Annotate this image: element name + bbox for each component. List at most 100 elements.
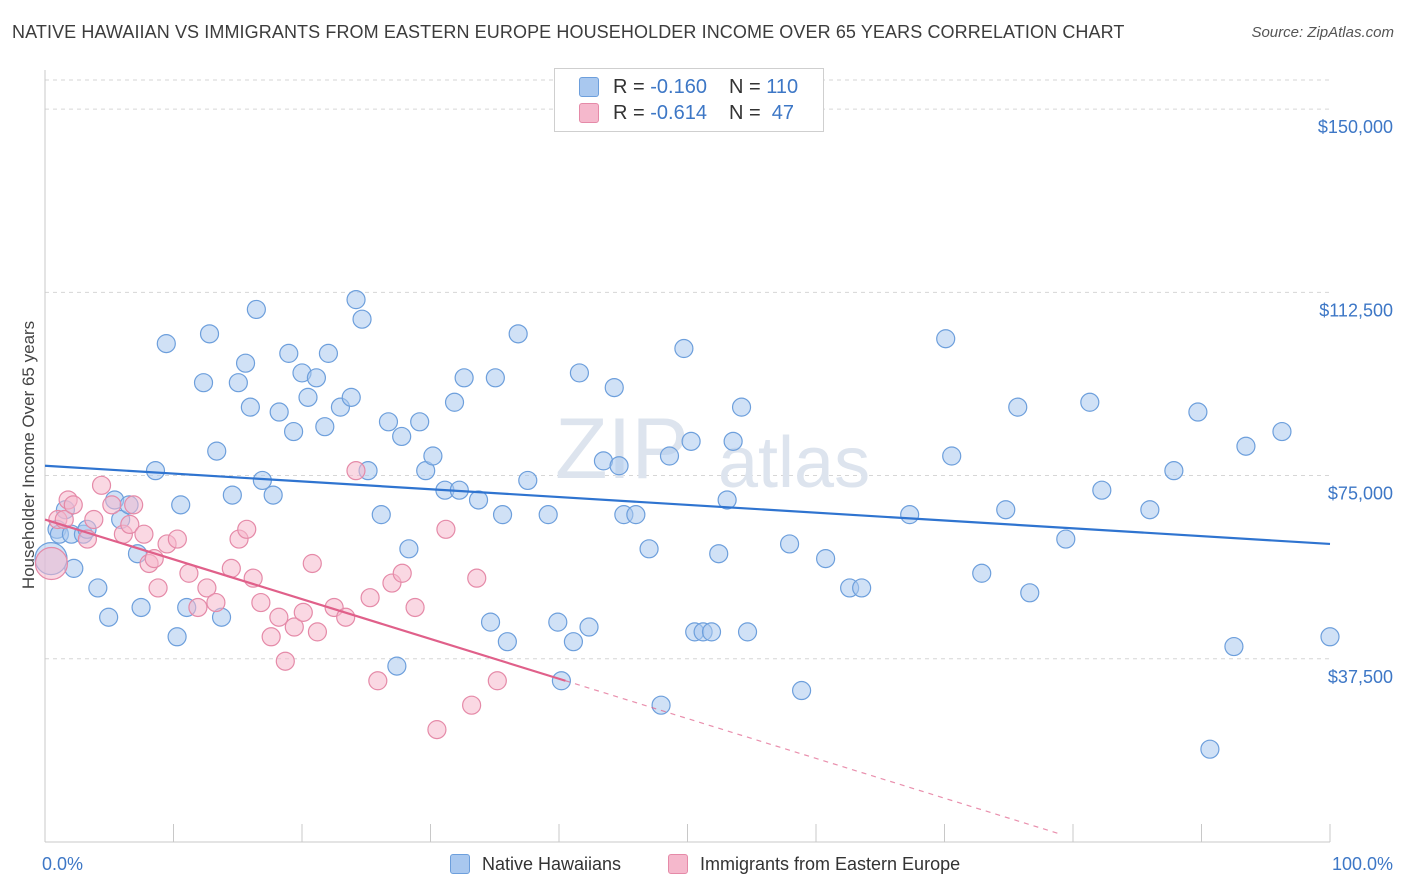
native-hawaiians-point	[1056, 529, 1076, 549]
native-hawaiians-point	[497, 632, 517, 652]
native-hawaiians-point	[659, 446, 680, 466]
trend-line-native-hawaiians	[44, 464, 1331, 546]
immigrants-point	[336, 607, 356, 627]
native-hawaiians-point	[492, 505, 513, 525]
legend-n-label-1: N =	[728, 75, 761, 98]
immigrants-point	[487, 671, 507, 691]
immigrants-point	[102, 495, 122, 515]
immigrants-point	[269, 607, 289, 627]
y-tick-label: $37,500	[1328, 667, 1393, 687]
native-hawaiians-point	[569, 363, 590, 383]
immigrants-point	[120, 514, 140, 535]
native-hawaiians-point	[579, 617, 599, 637]
native-hawaiians-point	[1200, 739, 1220, 759]
native-hawaiians-point	[626, 505, 646, 525]
bottom-legend-immigrants: Immigrants from Eastern Europe	[668, 852, 960, 876]
native-hawaiians-point	[269, 402, 289, 422]
source-label: Source: ZipAtlas.com	[1251, 24, 1394, 41]
native-hawaiians-point	[1320, 627, 1340, 647]
immigrants-point	[293, 602, 313, 622]
immigrants-point	[368, 671, 388, 691]
immigrants-point	[405, 597, 425, 618]
native-hawaiians-point	[609, 456, 629, 476]
native-hawaiians-point	[681, 431, 701, 451]
native-hawaiians-point	[235, 353, 256, 373]
native-hawaiians-point	[199, 324, 220, 344]
immigrants-point	[392, 563, 412, 583]
native-hawaiians-point	[701, 622, 722, 642]
legend-r-value-1: -0.160	[650, 75, 707, 98]
immigrants-point	[261, 627, 281, 647]
native-hawaiians-point	[1140, 500, 1160, 520]
legend-r-value-2: -0.614	[650, 101, 707, 124]
native-hawaiians-point	[228, 373, 248, 393]
bottom-legend-swatch-pink	[668, 854, 688, 874]
native-hawaiians-point	[306, 368, 327, 388]
native-hawaiians-point	[392, 426, 412, 447]
native-hawaiians-point	[731, 397, 752, 417]
native-hawaiians-point	[1272, 421, 1292, 442]
native-hawaiians-point	[737, 622, 758, 642]
bottom-legend-label-1: Native Hawaiians	[482, 853, 622, 874]
immigrants-point	[197, 578, 217, 598]
native-hawaiians-point	[852, 578, 872, 598]
watermark: ZIP atlas	[555, 401, 870, 503]
native-hawaiians-point	[1236, 436, 1256, 456]
axes	[44, 70, 1331, 843]
immigrants-point	[63, 495, 83, 515]
native-hawaiians-point	[167, 627, 187, 647]
bottom-legend-label-2: Immigrants from Eastern Europe	[700, 853, 961, 874]
native-hawaiians-point	[639, 539, 659, 559]
immigrants-point	[275, 651, 295, 671]
immigrants-point	[427, 720, 447, 740]
native-hawaiians-point	[717, 490, 737, 510]
x-tick-label-start: 0.0%	[42, 854, 83, 874]
immigrants-point	[124, 495, 144, 515]
native-hawaiians-point	[346, 290, 366, 310]
legend-r-label-2: R =	[613, 101, 645, 124]
immigrants-point	[148, 578, 168, 598]
native-hawaiians-point	[900, 505, 920, 525]
y-axis-title: Householder Income Over 65 years	[19, 321, 38, 589]
native-hawaiians-point	[996, 500, 1016, 520]
native-hawaiians-point	[240, 397, 260, 417]
immigrants-point	[360, 588, 380, 608]
native-hawaiians-point	[723, 431, 743, 451]
immigrants-point	[91, 475, 112, 495]
native-hawaiians-point	[709, 544, 729, 564]
native-hawaiians-point	[651, 695, 671, 715]
immigrants-point	[251, 592, 271, 613]
native-hawaiians-point	[399, 539, 419, 559]
trend-lines	[44, 464, 1331, 835]
native-hawaiians-point	[371, 505, 391, 525]
native-hawaiians-point	[283, 421, 304, 442]
native-hawaiians-point	[779, 534, 800, 554]
legend-n-value-1: 110	[766, 75, 799, 98]
native-hawaiians-point	[193, 373, 214, 393]
native-hawaiians-point	[444, 392, 465, 412]
native-hawaiians-point	[315, 417, 335, 437]
immigrants-point	[134, 524, 154, 544]
native-hawaiians-point	[468, 490, 489, 510]
native-hawaiians-point	[972, 563, 992, 583]
native-hawaiians-point	[341, 387, 361, 407]
native-hawaiians-point	[548, 612, 568, 632]
native-hawaiians-point	[1224, 636, 1244, 657]
native-hawaiians-point	[423, 446, 443, 466]
native-hawaiians-point	[207, 441, 227, 461]
native-hawaiians-point	[1188, 402, 1208, 422]
immigrants-point	[307, 622, 328, 642]
native-hawaiians-point	[298, 387, 318, 407]
native-hawaiians-point	[551, 671, 572, 691]
immigrants-point	[462, 695, 482, 715]
native-hawaiians-point	[563, 632, 584, 652]
bottom-legend-native-hawaiians: Native Hawaiians	[450, 852, 621, 876]
legend-r-label-1: R =	[613, 75, 645, 98]
native-hawaiians-point	[387, 656, 407, 676]
native-hawaiians-point	[816, 549, 836, 569]
native-hawaiians-point	[674, 338, 694, 359]
legend-swatch-blue	[579, 77, 599, 97]
immigrants-point	[284, 617, 304, 637]
legend-swatch-pink	[579, 103, 599, 123]
correlation-legend: R = -0.160 N = 110 R = -0.614 N = 47	[554, 68, 824, 132]
